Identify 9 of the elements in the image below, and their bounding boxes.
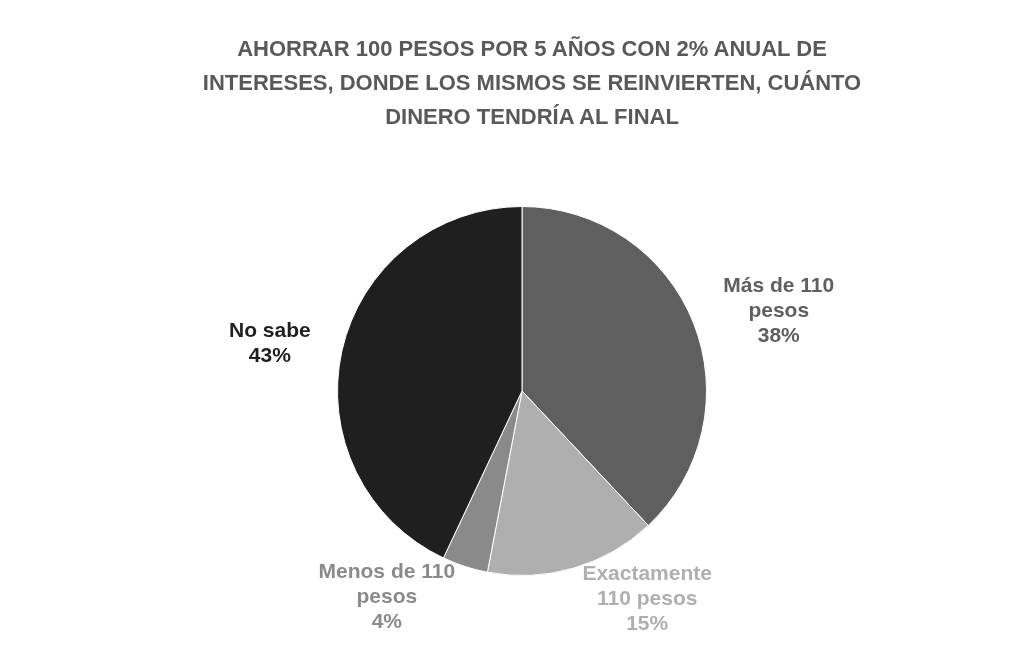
slice-label: Menos de 110 pesos bbox=[318, 558, 456, 607]
chart-title: AHORRAR 100 PESOS POR 5 AÑOS CON 2% ANUAL DE INTERESES, DONDE LOS MISMOS SE REINVIERTEN, CUÁNTO DINERO TENDRÍA AL FINAL bbox=[202, 36, 862, 130]
data-label: 38% bbox=[757, 323, 801, 347]
data-label: 43% bbox=[248, 343, 292, 367]
slice-label: No sabe bbox=[229, 318, 311, 342]
data-label: 15% bbox=[626, 610, 669, 634]
slice-label: Más de 110 pesos bbox=[723, 273, 835, 322]
data-label: 4% bbox=[371, 608, 403, 632]
slice-label: Exactamente 110 pesos bbox=[582, 560, 712, 609]
